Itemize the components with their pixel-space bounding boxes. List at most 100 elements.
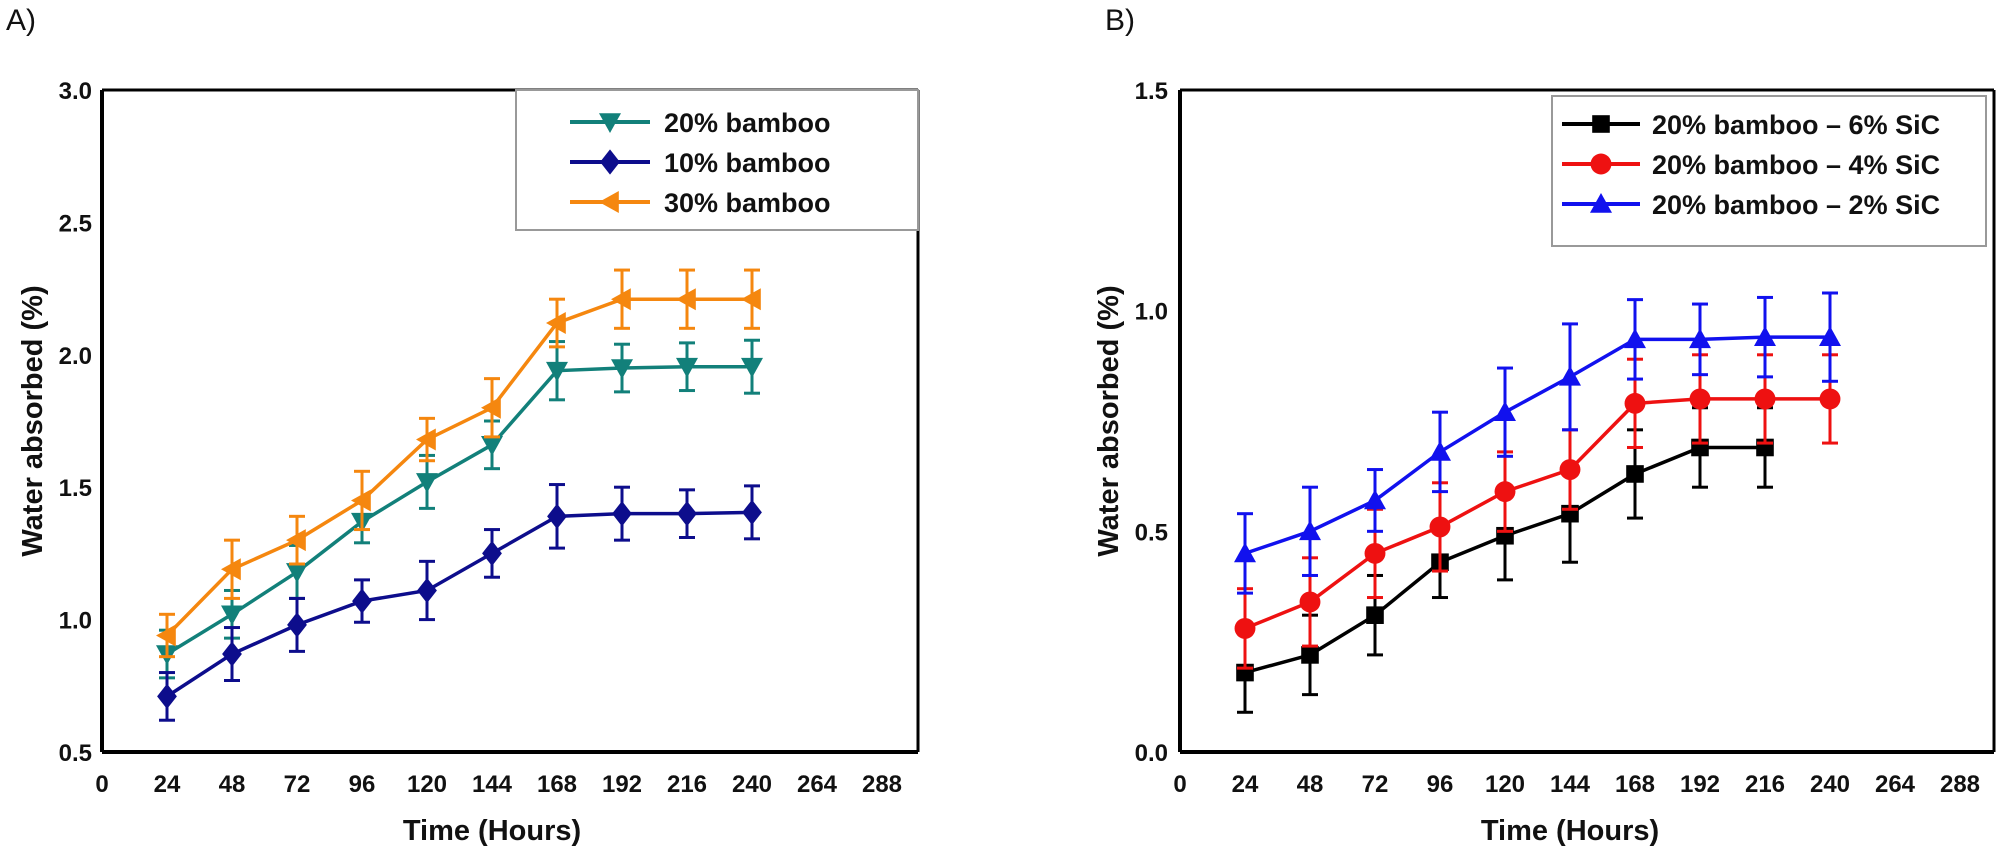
marker-triangle-down: [481, 436, 503, 456]
marker-diamond: [417, 577, 437, 604]
series-1: [157, 483, 762, 722]
marker-triangle-down: [599, 113, 621, 133]
marker-circle: [1624, 392, 1646, 414]
marker-triangle-left: [481, 396, 501, 419]
marker-diamond: [547, 503, 567, 529]
x-tick-label: 48: [1297, 771, 1324, 798]
marker-triangle-down: [611, 359, 633, 380]
x-tick-label: 240: [1810, 771, 1850, 798]
marker-diamond: [157, 683, 177, 710]
marker-triangle-up: [1364, 489, 1386, 510]
marker-circle: [1559, 459, 1581, 480]
legend-label: 20% bamboo – 4% SiC: [1652, 150, 1940, 180]
y-tick-label: 0.5: [59, 740, 92, 767]
x-axis-title: Time (Hours): [403, 815, 581, 847]
marker-triangle-up: [1624, 328, 1646, 349]
x-tick-label: 216: [1745, 771, 1785, 798]
y-tick-label: 0.0: [1135, 740, 1168, 767]
y-tick-label: 2.5: [59, 210, 92, 237]
marker-diamond: [600, 149, 620, 175]
marker-circle: [1364, 542, 1386, 564]
x-tick-label: 120: [1485, 771, 1525, 798]
x-tick-label: 120: [407, 771, 447, 798]
series-1: [1234, 353, 1841, 670]
legend-label: 20% bamboo: [664, 108, 831, 138]
series-0: [156, 338, 763, 680]
marker-triangle-down: [286, 563, 308, 583]
marker-triangle-left: [286, 529, 306, 552]
marker-triangle-down: [416, 473, 438, 493]
series-line: [1244, 335, 1830, 556]
marker-triangle-left: [611, 288, 631, 311]
y-tick-label: 1.5: [59, 475, 92, 502]
legend-label: 10% bamboo: [664, 148, 831, 178]
y-tick-label: 1.5: [1135, 78, 1168, 105]
marker-circle: [1819, 388, 1841, 410]
marker-diamond: [612, 501, 632, 527]
marker-triangle-down: [221, 605, 243, 626]
y-tick-label: 1.0: [59, 608, 92, 635]
chart-panel-b: B) 0 24 48 72 96 120 144 168 192 216 240 264 288 0.0 0.…: [1093, 4, 1996, 847]
x-tick-label: 240: [732, 771, 772, 798]
x-tick-label: 288: [862, 771, 902, 798]
marker-square: [1301, 646, 1319, 664]
series-line: [166, 510, 753, 698]
marker-triangle-left: [156, 624, 176, 647]
x-tick-label: 96: [1427, 771, 1454, 798]
marker-triangle-down: [676, 357, 698, 378]
legend-label: 20% bamboo – 2% SiC: [1652, 190, 1940, 220]
marker-diamond: [482, 540, 502, 567]
marker-triangle-up: [1429, 440, 1451, 461]
marker-triangle-left: [351, 489, 371, 512]
marker-diamond: [742, 499, 762, 526]
x-tick-label: 0: [95, 771, 108, 798]
marker-triangle-up: [1494, 401, 1516, 421]
marker-triangle-up: [1590, 193, 1612, 213]
marker-diamond: [352, 588, 372, 614]
x-tick-label: 96: [349, 771, 376, 798]
marker-circle: [1429, 516, 1451, 538]
legend: 20% bamboo 10% bamboo 30% bamboo: [515, 89, 919, 231]
panel-label: A): [6, 4, 36, 37]
series-2: [156, 268, 761, 659]
x-tick-label: 0: [1173, 771, 1186, 798]
marker-diamond: [677, 501, 697, 527]
x-tick-label: 192: [602, 771, 642, 798]
x-tick-label: 216: [667, 771, 707, 798]
x-tick-label: 168: [1615, 771, 1655, 798]
marker-square: [1366, 606, 1384, 624]
marker-triangle-up: [1689, 328, 1711, 349]
x-tick-label: 264: [797, 771, 838, 798]
y-tick-label: 0.5: [1135, 519, 1168, 546]
x-tick-label: 24: [154, 771, 181, 798]
legend-box: [1551, 95, 1987, 247]
marker-diamond: [287, 612, 307, 638]
x-tick-label: 192: [1680, 771, 1720, 798]
marker-circle: [1689, 388, 1711, 410]
x-tick-label: 72: [284, 771, 311, 798]
marker-triangle-down: [546, 361, 568, 382]
y-tick-label: 1.0: [1135, 299, 1168, 326]
x-tick-label: 168: [537, 771, 577, 798]
x-tick-label: 288: [1940, 771, 1980, 798]
legend: 20% bamboo – 6% SiC 20% bamboo – 4% SiC 20…: [1551, 95, 1987, 247]
marker-triangle-left: [546, 312, 566, 335]
legend-label: 20% bamboo – 6% SiC: [1652, 110, 1940, 140]
x-tick-label: 144: [472, 771, 513, 798]
marker-triangle-left: [741, 288, 761, 311]
marker-triangle-left: [676, 288, 696, 311]
y-tick-label: 2.0: [59, 343, 92, 370]
y-axis-title: Water absorbed (%): [1093, 285, 1125, 556]
x-tick-label: 72: [1362, 771, 1389, 798]
series-2: [1234, 291, 1841, 595]
marker-triangle-left: [416, 428, 436, 451]
marker-triangle-up: [1559, 365, 1581, 386]
series-line: [1244, 397, 1830, 631]
y-axis-title: Water absorbed (%): [17, 285, 49, 556]
x-axis-title: Time (Hours): [1481, 815, 1659, 847]
panel-label: B): [1105, 4, 1135, 37]
y-tick-label: 3.0: [59, 78, 92, 105]
marker-circle: [1590, 153, 1612, 175]
marker-circle: [1494, 481, 1516, 503]
